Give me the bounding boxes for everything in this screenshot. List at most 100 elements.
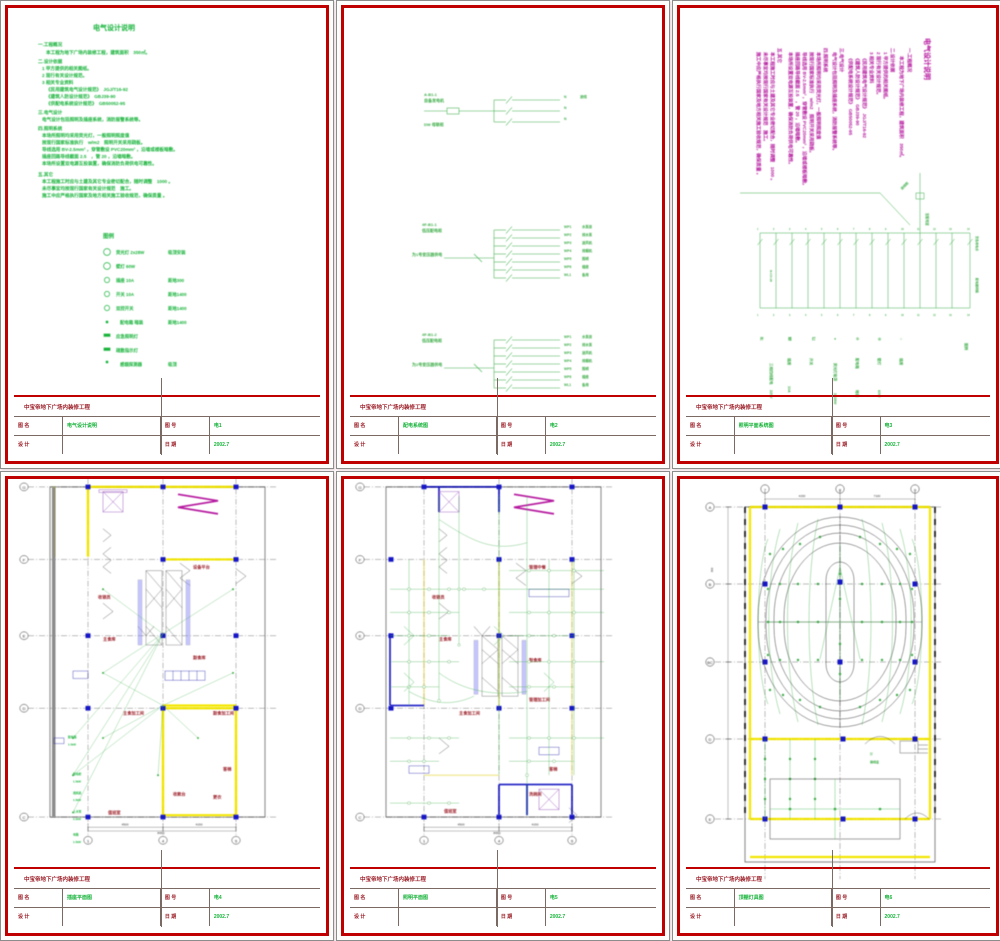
svg-text:感烟探测器: 感烟探测器 — [120, 361, 143, 368]
svg-text:插座: 插座 — [899, 358, 904, 366]
svg-text:○: ○ — [900, 337, 902, 341]
svg-text:9: 9 — [885, 228, 887, 231]
svg-text:10A: 10A — [787, 386, 791, 393]
svg-text:荧光灯 2x28W: 荧光灯 2x28W — [116, 249, 145, 256]
svg-text:A-B1-1: A-B1-1 — [424, 92, 438, 97]
svg-text:1: 1 — [423, 839, 426, 844]
svg-text:1: 1 — [757, 228, 759, 231]
svg-text:《民用建筑电气设计规范》 JGJ/T16-92: 《民用建筑电气设计规范》 JGJ/T16-92 — [46, 86, 128, 93]
svg-text:更衣: 更衣 — [213, 794, 222, 800]
svg-text:4500: 4500 — [121, 823, 128, 827]
svg-text:值班室: 值班室 — [108, 809, 121, 815]
svg-text:为2号变压器供电: 为2号变压器供电 — [412, 361, 442, 367]
svg-text:插座回路导线截面 2.5 ，管 20 ，沿墙暗敷。: 插座回路导线截面 2.5 ，管 20 ，沿墙暗敷。 — [794, 52, 801, 145]
svg-text:配电箱 暗装: 配电箱 暗装 — [120, 319, 144, 326]
svg-text:800: 800 — [710, 567, 714, 572]
svg-text:排烟机: 排烟机 — [582, 248, 593, 253]
svg-text:低压配电柜: 低压配电柜 — [421, 337, 442, 343]
svg-text:4150: 4150 — [531, 823, 538, 827]
svg-text:10: 10 — [901, 314, 904, 317]
svg-text:6: 6 — [837, 314, 839, 317]
svg-text:图例: 图例 — [964, 343, 969, 351]
svg-text:《建筑人防设计规范》 GBJ39-90: 《建筑人防设计规范》 GBJ39-90 — [854, 56, 861, 126]
svg-text:3 相关专业资料: 3 相关专业资料 — [42, 79, 74, 86]
svg-text:WP6: WP6 — [564, 265, 571, 269]
svg-text:D: D — [22, 706, 25, 711]
svg-text:应急照明灯: 应急照明灯 — [116, 333, 139, 340]
svg-text:开关 10A: 开关 10A — [116, 291, 135, 298]
svg-text:灯: 灯 — [812, 336, 816, 341]
svg-text:4500: 4500 — [457, 823, 464, 827]
svg-text:四.照明系统: 四.照明系统 — [38, 125, 63, 132]
svg-text:为1号变压器供电: 为1号变压器供电 — [412, 251, 442, 257]
svg-text:2: 2 — [773, 228, 775, 231]
svg-text:疏散指示灯: 疏散指示灯 — [116, 347, 139, 354]
svg-text:施工中应严格执行国家及地方相关施工验收规范，确保质量 。: 施工中应严格执行国家及地方相关施工验收规范，确保质量 。 — [41, 192, 167, 199]
svg-text:A: A — [709, 505, 712, 510]
svg-text:9: 9 — [885, 314, 887, 317]
svg-text:插座回路导线截面 2.5 ，管 20 ，沿墙暗敷。: 插座回路导线截面 2.5 ，管 20 ，沿墙暗敷。 — [42, 153, 135, 160]
svg-text:低压配电柜: 低压配电柜 — [421, 227, 442, 233]
svg-text:1 甲方提供的相关图纸。: 1 甲方提供的相关图纸。 — [882, 52, 889, 102]
svg-text:本场所照明均采用荧光灯，一般照明照度值: 本场所照明均采用荧光灯，一般照明照度值 — [41, 132, 130, 139]
svg-text:五.其它: 五.其它 — [38, 171, 53, 178]
svg-text:至各用电点: 至各用电点 — [975, 236, 980, 251]
svg-text:二.设计依据: 二.设计依据 — [38, 58, 63, 65]
svg-text:8: 8 — [869, 228, 871, 231]
svg-text:配电箱: 配电箱 — [855, 358, 860, 369]
svg-text:14: 14 — [967, 314, 970, 317]
svg-text:值班室: 值班室 — [444, 808, 457, 814]
svg-text:厅: 厅 — [870, 751, 873, 756]
svg-text:6: 6 — [837, 228, 839, 231]
svg-text:DW 母联柜: DW 母联柜 — [424, 121, 444, 127]
svg-text:本场所设置双电源互投装置，确保消防负荷供电可靠性。: 本场所设置双电源互投装置，确保消防负荷供电可靠性。 — [787, 51, 794, 167]
svg-text:距地1400: 距地1400 — [168, 319, 187, 326]
svg-text:副食库: 副食库 — [193, 654, 206, 660]
svg-text:N: N — [564, 95, 567, 99]
svg-text:插: 插 — [788, 336, 792, 341]
svg-text:8: 8 — [839, 488, 842, 493]
svg-text:排风机: 排风机 — [73, 791, 82, 795]
svg-text:8650: 8650 — [157, 831, 164, 835]
svg-text:7100: 7100 — [874, 494, 881, 498]
svg-text:按现行国家标准执行 w/m2 照明开关采用跷板。: 按现行国家标准执行 w/m2 照明开关采用跷板。 — [42, 139, 145, 146]
svg-text:排烟机: 排烟机 — [582, 358, 593, 363]
svg-text:5: 5 — [821, 314, 823, 317]
svg-text:《供配电系统设计规范》 GB50052-95: 《供配电系统设计规范》 GB50052-95 — [46, 100, 126, 107]
svg-text:WP1: WP1 — [564, 225, 571, 229]
svg-text:主食库: 主食库 — [103, 636, 116, 642]
svg-text:双控开关: 双控开关 — [116, 305, 134, 312]
svg-text:D: D — [709, 737, 712, 742]
svg-text:7: 7 — [764, 488, 767, 493]
svg-text:8: 8 — [869, 314, 871, 317]
svg-text:照明: 照明 — [582, 366, 589, 371]
svg-text:照明: 照明 — [582, 256, 589, 261]
svg-text:水泵房: 水泵房 — [581, 224, 593, 229]
svg-text:电气设计说明: 电气设计说明 — [923, 38, 932, 80]
svg-text:《供配电系统设计规范》 GB50052-95: 《供配电系统设计规范》 GB50052-95 — [847, 56, 854, 136]
svg-text:排水泵: 排水泵 — [582, 342, 593, 347]
svg-text:4F-B1-2: 4F-B1-2 — [422, 332, 437, 337]
svg-text:2: 2 — [773, 314, 775, 317]
svg-text:荧光灯吸顶: 荧光灯吸顶 — [833, 362, 838, 381]
svg-text:3: 3 — [789, 314, 791, 317]
svg-text:电箱: 电箱 — [73, 833, 79, 837]
svg-text:四.照明系统: 四.照明系统 — [822, 48, 829, 73]
svg-text:客梯: 客梯 — [549, 766, 557, 772]
svg-text:3 相关专业资料: 3 相关专业资料 — [868, 52, 875, 84]
svg-text:◎: ◎ — [878, 337, 882, 341]
svg-text:①: ① — [856, 336, 860, 341]
svg-text:送风机: 送风机 — [581, 240, 593, 245]
svg-text:●: ● — [834, 337, 836, 341]
svg-text:WP3: WP3 — [564, 351, 571, 355]
svg-text:管理加工间: 管理加工间 — [529, 696, 550, 702]
svg-text:收款台: 收款台 — [173, 791, 186, 797]
svg-text:距地300: 距地300 — [168, 277, 185, 284]
svg-text:未尽事宜均按现行国家有关设计规范 施工。: 未尽事宜均按现行国家有关设计规范 施工。 — [762, 51, 769, 144]
svg-text:N: N — [564, 106, 567, 110]
svg-text:WP4: WP4 — [564, 249, 571, 253]
svg-text:洗碗间: 洗碗间 — [529, 791, 542, 797]
svg-text:配电箱明装: 配电箱明装 — [975, 278, 980, 293]
svg-text:7: 7 — [853, 228, 855, 231]
svg-text:三.电气设计: 三.电气设计 — [38, 109, 63, 116]
